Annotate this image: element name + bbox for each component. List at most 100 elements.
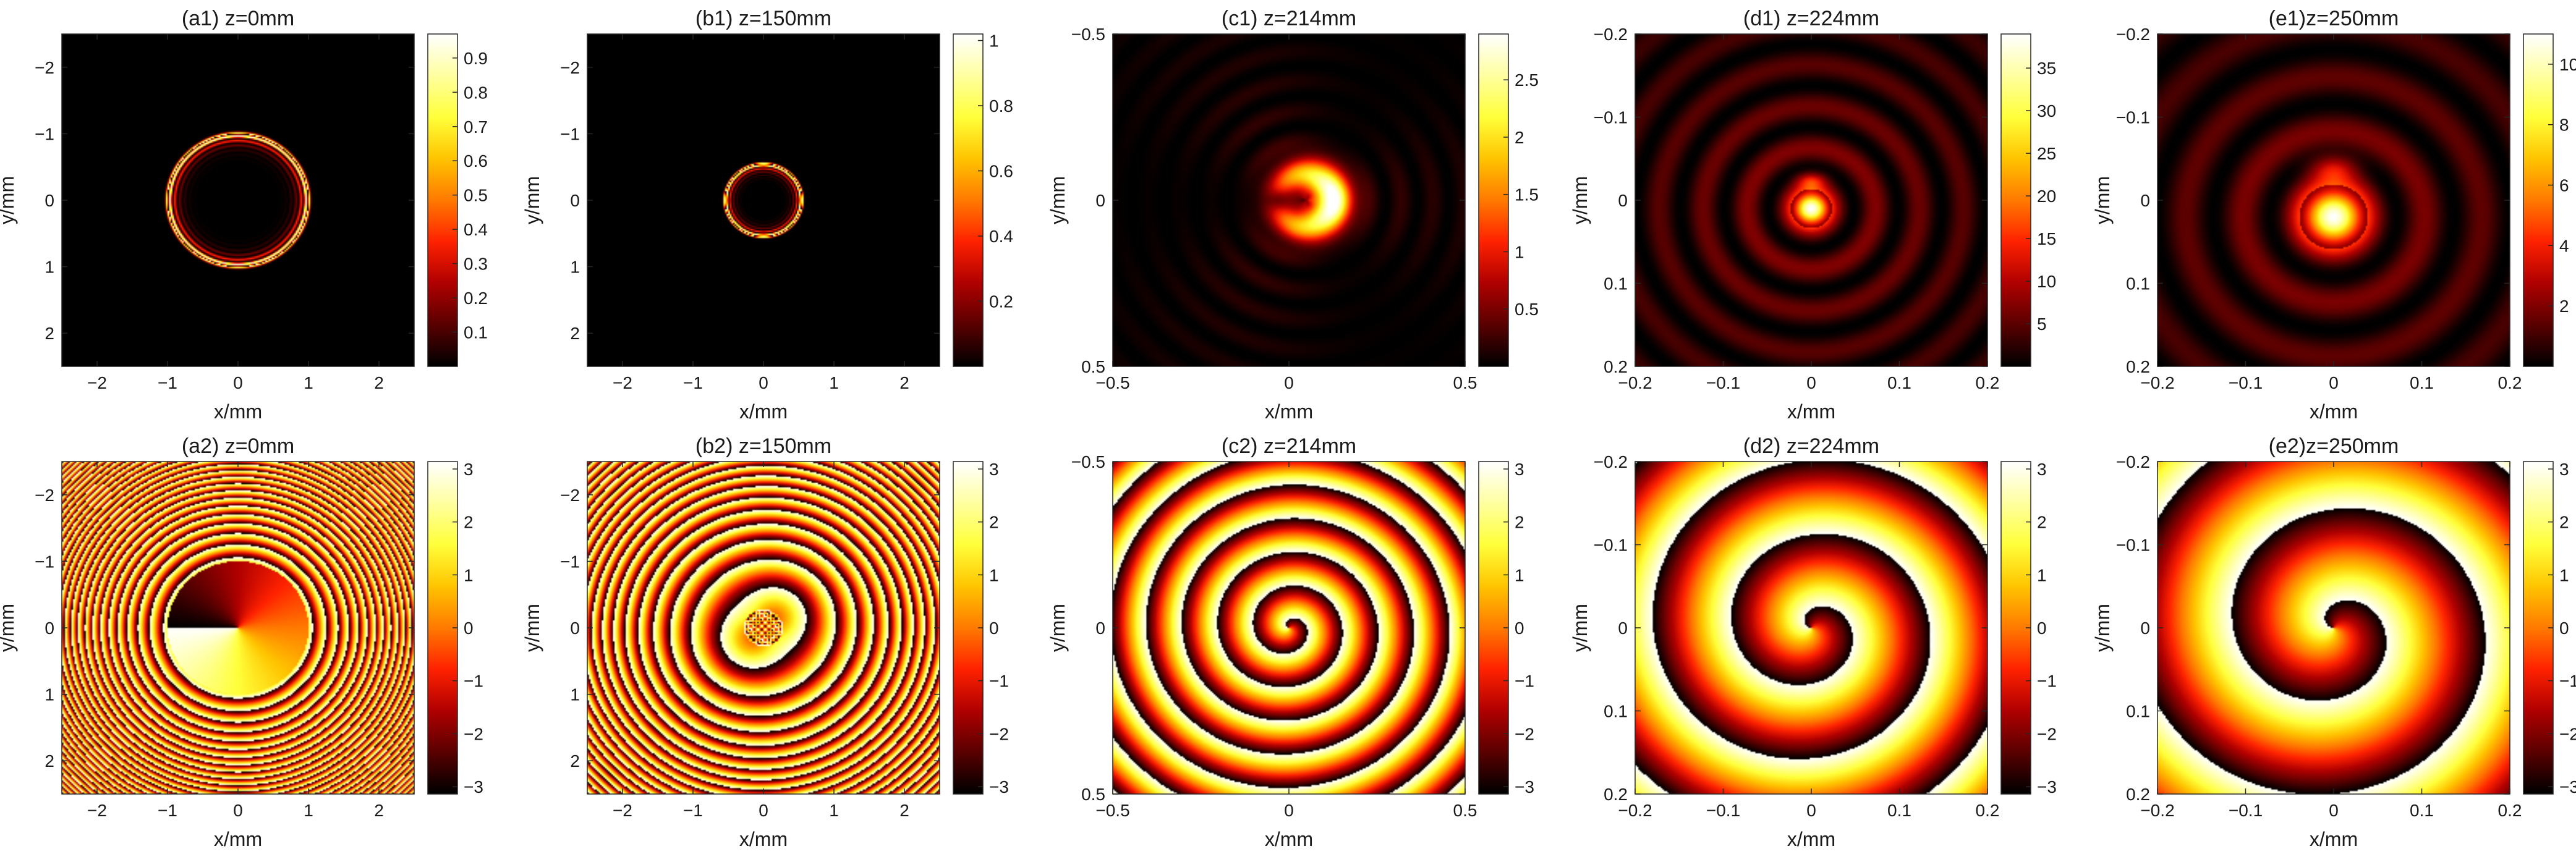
panel-b1: (b1) z=150mm −2 −1 0 1 2 −2 −1 0 1 2 x/mm y/mm 0.2 0.4… <box>521 7 1013 423</box>
panel-b2: (b2) z=150mm −2 −1 0 1 2 −2 −1 0 1 2 x/mm y/mm −3 −2 −1… <box>521 434 1009 850</box>
colorbar-e1 <box>2523 34 2553 366</box>
x-tick-label-e1: 0.1 <box>2410 373 2434 392</box>
colorbar-tick-label-a1: 0.5 <box>464 186 488 205</box>
y-tick-label-d2: −0.1 <box>1594 536 1628 555</box>
colorbar-tick-label-e1: 6 <box>2559 176 2569 195</box>
colorbar-tick-label-b2: −2 <box>989 724 1009 743</box>
y-tick-label-e2: 0.1 <box>2126 702 2150 721</box>
y-tick-label-e1: 0 <box>2140 191 2150 210</box>
x-tick-label-d1: −0.1 <box>1706 373 1740 392</box>
y-tick-label-c1: −0.5 <box>1071 25 1105 44</box>
colorbar-tick-label-e1: 2 <box>2559 297 2569 316</box>
panel-title-d1: (d1) z=224mm <box>1743 7 1879 30</box>
panel-title-d2: (d2) z=224mm <box>1743 434 1879 458</box>
x-axis-label-a1: x/mm <box>214 400 262 423</box>
y-tick-label-e1: −0.1 <box>2116 108 2150 127</box>
x-axis-label-b2: x/mm <box>739 828 788 850</box>
colorbar-frame-d1 <box>2000 33 2031 367</box>
y-tick-label-c2: 0.5 <box>1081 785 1105 804</box>
colorbar-tick-label-c2: −2 <box>1515 724 1534 743</box>
y-tick-label-d2: 0 <box>1618 619 1628 638</box>
x-tick-label-b1: 0 <box>759 373 768 392</box>
x-tick-label-a2: −1 <box>158 801 177 820</box>
colorbar-tick-label-d2: 2 <box>2037 513 2047 532</box>
y-tick-label-a1: −1 <box>35 124 54 143</box>
colorbar-tick-label-c1: 2.5 <box>1515 70 1539 90</box>
colorbar-tick-label-d2: 0 <box>2037 619 2047 638</box>
x-tick-label-c1: −0.5 <box>1095 373 1129 392</box>
heatmap-b2 <box>587 462 940 794</box>
heatmap-e2 <box>2157 462 2510 794</box>
y-axis-label-a2: y/mm <box>0 604 18 652</box>
colorbar-tick-label-a2: −3 <box>464 777 483 797</box>
colorbar-tick-label-e2: −1 <box>2559 672 2576 691</box>
y-tick-label-c2: −0.5 <box>1071 452 1105 471</box>
y-tick-label-a2: −2 <box>35 486 54 505</box>
colorbar-tick-label-d2: −1 <box>2037 672 2057 691</box>
colorbar-tick-label-c2: 2 <box>1515 513 1524 532</box>
colorbar-tick-label-b2: 1 <box>989 565 999 585</box>
y-tick-label-a1: −2 <box>35 58 54 77</box>
panel-e1: (e1)z=250mm−0.2 −0.1 0 0.1 0.2−0.2−0.100.10.… <box>2091 7 2576 423</box>
x-tick-label-b1: 2 <box>899 373 909 392</box>
colorbar-tick-label-b1: 1 <box>989 32 999 51</box>
y-tick-label-c1: 0.5 <box>1081 357 1105 376</box>
y-axis-label-b1: y/mm <box>521 176 543 224</box>
x-axis-label-d1: x/mm <box>1787 400 1835 423</box>
x-tick-label-c2: 0.5 <box>1453 801 1477 820</box>
colorbar-frame-a1 <box>427 33 458 367</box>
panel-a2: (a2) z=0mm −2 −1 0 1 2 −2 −1 0 1 2 x/mm y/mm −3 −2 −1 0 1… <box>0 434 483 850</box>
colorbar-tick-label-a1: 0.7 <box>464 117 488 137</box>
colorbar-tick-label-c2: −3 <box>1515 777 1534 797</box>
colorbar-tick-label-b2: −1 <box>989 672 1009 691</box>
colorbar-tick-label-b1: 0.4 <box>989 227 1013 246</box>
y-tick-label-b1: 1 <box>570 258 580 277</box>
x-tick-label-e2: −0.1 <box>2229 801 2263 820</box>
y-tick-label-a1: 0 <box>45 191 54 210</box>
y-tick-label-a2: −1 <box>35 552 54 571</box>
colorbar-tick-label-c2: 0 <box>1515 619 1524 638</box>
colorbar-b1 <box>953 34 983 366</box>
y-axis-label-e2: y/mm <box>2091 604 2114 652</box>
colorbar-tick-label-b2: 0 <box>989 619 999 638</box>
y-tick-label-e2: −0.1 <box>2116 536 2150 555</box>
heatmap-b1 <box>587 34 940 366</box>
y-tick-label-d1: 0.2 <box>1604 357 1628 376</box>
x-axis-label-e1: x/mm <box>2310 400 2358 423</box>
colorbar-tick-label-e2: 1 <box>2559 565 2569 585</box>
panel-title-e1: (e1)z=250mm <box>2269 7 2399 30</box>
y-tick-label-b2: 2 <box>570 751 580 771</box>
colorbar-tick-label-d1: 30 <box>2037 101 2056 120</box>
colorbar-tick-label-d1: 10 <box>2037 272 2056 291</box>
panel-title-b2: (b2) z=150mm <box>695 434 831 458</box>
y-axis-label-e1: y/mm <box>2091 176 2114 224</box>
y-tick-label-c2: 0 <box>1095 619 1105 638</box>
panel-title-e2: (e2)z=250mm <box>2269 434 2399 458</box>
x-tick-label-e1: 0 <box>2329 373 2339 392</box>
colorbar-tick-label-b1: 0.6 <box>989 162 1013 181</box>
y-tick-label-d1: −0.2 <box>1594 25 1628 44</box>
y-tick-label-d1: 0.1 <box>1604 274 1628 294</box>
x-tick-label-c1: 0.5 <box>1453 373 1477 392</box>
colorbar-tick-label-e2: −3 <box>2559 777 2576 797</box>
y-tick-label-b2: 1 <box>570 685 580 704</box>
colorbar-tick-label-a1: 0.8 <box>464 83 488 102</box>
y-tick-label-d1: −0.1 <box>1594 108 1628 127</box>
y-tick-label-a1: 1 <box>45 258 54 277</box>
panel-d2: (d2) z=224mm−0.2 −0.1 0 0.1 0.2−0.2−0.100.10… <box>1569 434 2057 850</box>
y-tick-label-e1: −0.2 <box>2116 25 2150 44</box>
panel-title-a2: (a2) z=0mm <box>182 434 294 458</box>
y-tick-label-d1: 0 <box>1618 191 1628 210</box>
panel-c2: (c2) z=214mm−0.5 0 0.5−0.500.5x/mmy/mm−3−2… <box>1047 434 1534 850</box>
x-axis-label-b1: x/mm <box>739 400 788 423</box>
x-tick-label-a1: −2 <box>87 373 107 392</box>
colorbar-tick-label-a2: 2 <box>464 513 474 532</box>
colorbar-tick-label-e1: 8 <box>2559 116 2569 135</box>
colorbar-tick-label-a1: 0.6 <box>464 151 488 171</box>
y-tick-label-a2: 1 <box>45 685 54 704</box>
y-tick-label-b1: 2 <box>570 324 580 343</box>
y-axis-label-a1: y/mm <box>0 176 18 224</box>
y-tick-label-b1: −1 <box>560 124 580 143</box>
colorbar-tick-label-e2: 0 <box>2559 619 2569 638</box>
colorbar-tick-label-b2: 2 <box>989 513 999 532</box>
